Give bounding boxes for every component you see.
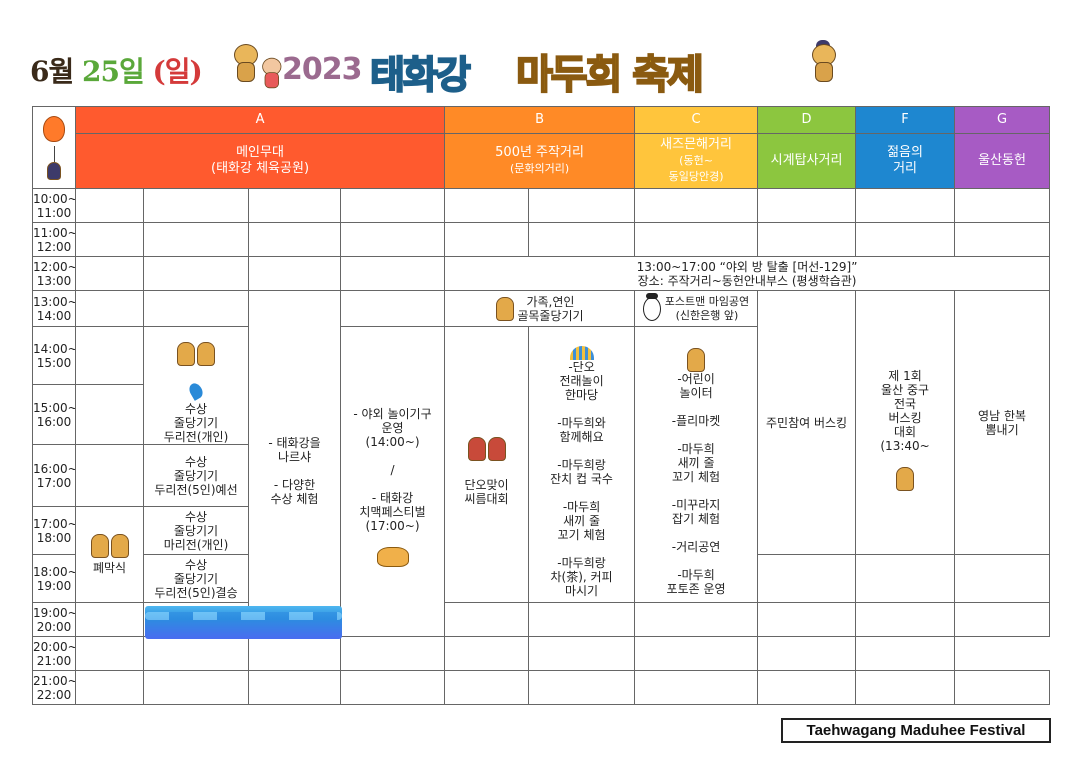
event-closing: 폐막식 [75, 506, 144, 603]
venue-b: 500년 주작거리 (문화의거리) [444, 133, 636, 189]
wrestlers-icon [467, 437, 506, 461]
venue-a-name: 메인무대 [236, 145, 284, 160]
event-mime-text: 포스트맨 마임공연 (신한은행 앞) [664, 294, 750, 322]
poster-header: 6월 25일 (일) 2023 태화강 마두희 축제 [30, 38, 1050, 104]
schedule-table: A B C D F G 메인무대 (태화강 체육공원) 500년 주작거리 (문… [32, 106, 1051, 705]
venue-f-name: 젊음의 거리 [887, 145, 923, 176]
balloon-icon [32, 106, 76, 189]
title-part1: 태화강 [369, 52, 472, 98]
event-water-tug-2: 수상 줄당기기 두리전(5인)예선 [143, 444, 249, 507]
event-busking-f: 제 1회 울산 중구 전국 버스킹 대회 (13:40~ [855, 290, 956, 555]
event-mime: 포스트맨 마임공연 (신한은행 앞) [634, 290, 759, 327]
column-letter-c: C [634, 106, 759, 134]
event-family-tug-text: 가족,연인 골목줄당기기 [517, 294, 584, 323]
time-slot: 15:00~ 16:00 [32, 384, 76, 445]
time-slot: 20:00~ 21:00 [32, 636, 76, 671]
column-letter-a: A [74, 106, 446, 134]
event-water-tug-3: 수상 줄당기기 마리전(개인) [143, 506, 249, 555]
chimaek-food-icon [376, 547, 409, 567]
year: 2023 [282, 52, 362, 87]
event-dano-wrestling: 단오맞이 씨름대회 [444, 326, 530, 603]
event-b-activities: -단오 전래놀이 한마당 -마두희와 함께해요 -마두희랑 잔치 컵 국수 -마… [528, 326, 636, 603]
venue-d: 시계탑사거리 [757, 133, 857, 189]
date-month: 6월 [30, 55, 74, 88]
venue-c: 새즈믄해거리 (동헌~ 동일당안경) [634, 133, 759, 189]
event-family-tug: 가족,연인 골목줄당기기 [444, 290, 636, 327]
venue-d-name: 시계탑사거리 [770, 153, 843, 168]
column-letter-g: G [954, 106, 1051, 134]
mascot-closing-icon [90, 534, 129, 558]
event-date: 6월 25일 (일) [30, 50, 203, 90]
mime-icon [642, 292, 661, 321]
title-part2: 마두희 축제 [515, 51, 705, 99]
venue-g-name: 울산동헌 [978, 153, 1026, 168]
mascot-horse-icon [230, 44, 260, 82]
venue-f: 젊음의 거리 [855, 133, 956, 189]
mascot-tug-icon [495, 296, 514, 321]
time-slot: 16:00~ 17:00 [32, 444, 76, 507]
venue-a: 메인무대 (태화강 체육공원) [74, 133, 446, 189]
time-slot: 11:00~ 12:00 [32, 222, 76, 257]
time-slot: 17:00~ 18:00 [32, 506, 76, 555]
event-escape-room: 13:00~17:00 “야외 방 탈출 [머선-129]” 장소: 주작거리~… [444, 256, 1051, 291]
venue-b-name: 500년 주작거리 [495, 145, 584, 160]
event-busking-d: 주민참여 버스킹 [757, 290, 857, 555]
time-slot: 14:00~ 15:00 [32, 326, 76, 385]
mascot-playground-icon [687, 347, 706, 372]
time-slot: 21:00~ 22:00 [32, 670, 76, 705]
mascot-child-icon [259, 57, 283, 89]
footer-festival-name: Taehwagang Maduhee Festival [781, 718, 1051, 743]
date-weekday: (일) [152, 55, 202, 88]
mascot-horse-hat-icon [808, 40, 838, 82]
venue-a-sub: (태화강 체육공원) [211, 161, 310, 176]
water-wave-graphic [145, 606, 342, 639]
venue-b-sub: (문화의거리) [509, 162, 570, 175]
column-letter-b: B [444, 106, 636, 134]
mascot-pair-icon [177, 341, 215, 366]
water-splash-icon [186, 380, 206, 401]
venue-c-name: 새즈믄해거리 [660, 137, 732, 152]
time-slot: 12:00~ 13:00 [32, 256, 76, 291]
event-water-tug-1: 수상 줄당기기 두리전(개인) [143, 326, 249, 445]
column-letter-f: F [855, 106, 956, 134]
fan-icon [569, 345, 594, 360]
time-slot: 19:00~ 20:00 [32, 602, 76, 637]
event-outdoor-play: - 야외 놀이기구 운영 (14:00~) / - 태화강 치맥페스티벌 (17… [339, 326, 446, 637]
event-water-tug-4: 수상 줄당기기 두리전(5인)결승 [143, 554, 249, 603]
date-day: 25일 [82, 55, 145, 88]
column-letter-d: D [757, 106, 857, 134]
event-c-activities: -어린이 놀이터 -플리마켓 -마두희 새끼 줄 꼬기 체험 -미꾸라지 잡기 … [634, 326, 759, 603]
venue-g: 울산동헌 [954, 133, 1051, 189]
time-slot: 18:00~ 19:00 [32, 554, 76, 603]
venue-c-sub: (동헌~ 동일당안경) [668, 154, 724, 183]
mascot-busking-icon [896, 466, 915, 491]
event-g: 영남 한복 뽐내기 [954, 290, 1051, 555]
event-water-experience: - 태화강을 나르샤 - 다양한 수상 체험 [248, 290, 341, 637]
time-slot: 10:00~ 11:00 [32, 188, 76, 223]
time-slot: 13:00~ 14:00 [32, 290, 76, 327]
